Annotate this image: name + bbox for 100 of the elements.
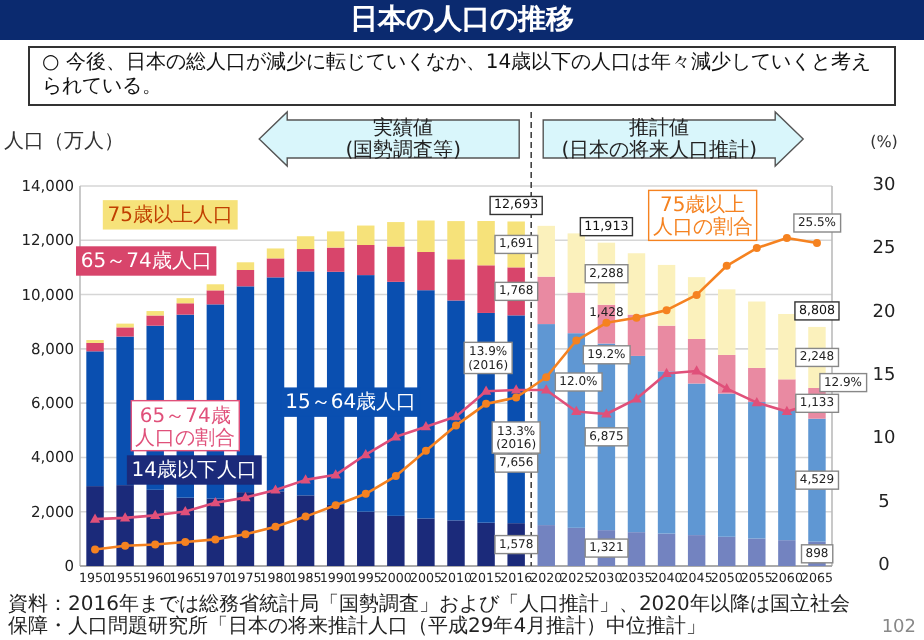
point [270, 484, 281, 494]
bar [266, 277, 285, 492]
bar [266, 248, 285, 259]
point [691, 365, 702, 375]
y2-tick-label: 20 [872, 302, 896, 323]
y2-axis-title: (%) [870, 133, 898, 151]
point [812, 239, 821, 247]
point [211, 535, 220, 544]
bar [778, 313, 796, 380]
bar [657, 533, 676, 566]
bar [447, 300, 465, 521]
point [661, 367, 672, 378]
bar [296, 495, 315, 566]
bar [116, 327, 134, 337]
point [330, 469, 341, 479]
y2-tick-label: 30 [872, 176, 896, 196]
bar [567, 292, 586, 334]
bar [236, 270, 255, 287]
bar [477, 265, 495, 313]
bar [537, 225, 555, 277]
bar [537, 324, 555, 526]
bar [657, 371, 676, 534]
bar [748, 538, 766, 566]
point [421, 446, 430, 455]
point [271, 522, 280, 531]
bar [687, 338, 706, 384]
bar [176, 303, 194, 315]
bar [657, 264, 676, 326]
bar [387, 246, 405, 282]
bar [778, 540, 796, 566]
point [482, 399, 491, 408]
y2-tick-label: 25 [872, 239, 896, 260]
point [571, 405, 582, 416]
arrow-actual: 実績値 (国勢調査等) [258, 110, 520, 168]
bar [718, 536, 736, 566]
point [91, 545, 100, 554]
bar [206, 290, 225, 305]
point [391, 472, 400, 481]
bar [206, 284, 225, 291]
bar [687, 277, 706, 339]
y2-tick-label: 5 [878, 492, 890, 513]
bar [357, 511, 375, 566]
point [692, 290, 701, 299]
point [722, 261, 731, 270]
point [572, 336, 581, 345]
point [390, 431, 402, 441]
point [420, 421, 432, 431]
point [331, 501, 340, 510]
point [89, 513, 101, 523]
bar [477, 221, 495, 266]
point [121, 541, 130, 550]
bar [477, 522, 495, 566]
bar [447, 520, 465, 566]
y-axis-title: 人口（万人） [4, 131, 124, 153]
point [360, 448, 371, 459]
bar [296, 249, 315, 272]
bar [176, 298, 194, 304]
point [602, 318, 611, 327]
y2-tick-label: 15 [872, 366, 896, 386]
text: 102 [881, 618, 916, 638]
bar [296, 236, 315, 250]
bar [387, 515, 405, 566]
bar [778, 410, 796, 541]
bar [357, 225, 375, 246]
y2-tick-label: 0 [878, 556, 891, 576]
chart-subtitle: ○ 今後、日本の総人口が減少に転じていくなか、14歳以下の人口は年々減少していくと考えられている。 [28, 46, 896, 106]
point [512, 393, 521, 402]
point [631, 393, 642, 403]
bar [86, 342, 104, 352]
arrow-projection: 推計値 (日本の将来人口推計) [542, 110, 805, 168]
bar [357, 245, 375, 276]
y2-tick-label: 10 [872, 429, 896, 450]
point [151, 540, 160, 549]
point [542, 373, 551, 382]
point [119, 512, 131, 522]
point [300, 474, 311, 484]
bar [748, 301, 766, 368]
point [601, 408, 612, 418]
bar [567, 233, 586, 293]
bar [417, 518, 435, 566]
bar [236, 262, 255, 271]
bar [417, 252, 435, 291]
point [180, 505, 191, 516]
bar [748, 367, 766, 403]
point [301, 512, 310, 521]
bar [266, 258, 285, 278]
bar [718, 289, 736, 355]
bar [86, 351, 104, 487]
point [150, 509, 161, 519]
chart-title: 日本の人口の推移 [0, 0, 924, 40]
bar [417, 220, 435, 253]
bar [146, 315, 164, 326]
point [541, 384, 552, 394]
point [181, 537, 190, 546]
point [632, 313, 641, 322]
point [781, 405, 793, 416]
point [241, 530, 250, 539]
bar [537, 276, 555, 325]
point [752, 244, 761, 253]
bar [627, 355, 646, 533]
